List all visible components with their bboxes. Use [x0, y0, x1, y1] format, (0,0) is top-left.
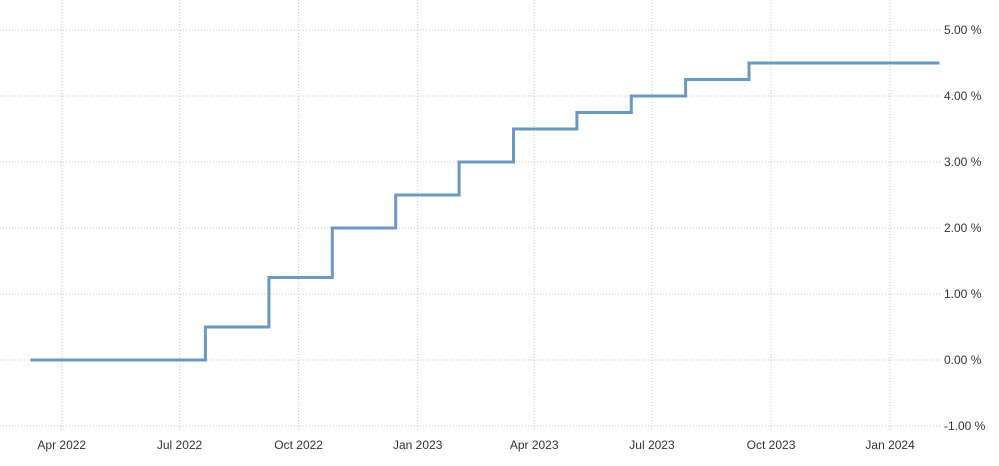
- x-tick-label: Apr 2022: [37, 438, 86, 452]
- y-tick-label: 4.00 %: [944, 89, 982, 103]
- series-line: [30, 61, 940, 362]
- y-tick-label: 1.00 %: [944, 287, 982, 301]
- x-tick-label: Jan 2023: [393, 438, 443, 452]
- series-layer: [30, 61, 940, 362]
- x-tick-label: Oct 2023: [747, 438, 796, 452]
- x-tick-label: Jan 2024: [865, 438, 915, 452]
- y-tick-label: 2.00 %: [944, 221, 982, 235]
- y-axis: 5.00 % 4.00 % 3.00 % 2.00 % 1.00 % 0.00 % -1.0…: [944, 23, 986, 433]
- x-tick-label: Apr 2023: [510, 438, 559, 452]
- y-tick-label: 3.00 %: [944, 155, 982, 169]
- x-tick-label: Oct 2022: [274, 438, 323, 452]
- y-tick-label: -1.00 %: [944, 419, 986, 433]
- x-tick-label: Jul 2023: [629, 438, 675, 452]
- x-axis: Apr 2022 Jul 2022 Oct 2022 Jan 2023 Apr 2023…: [37, 438, 915, 452]
- x-tick-label: Jul 2022: [157, 438, 203, 452]
- y-tick-label: 5.00 %: [944, 23, 982, 37]
- y-tick-label: 0.00 %: [944, 353, 982, 367]
